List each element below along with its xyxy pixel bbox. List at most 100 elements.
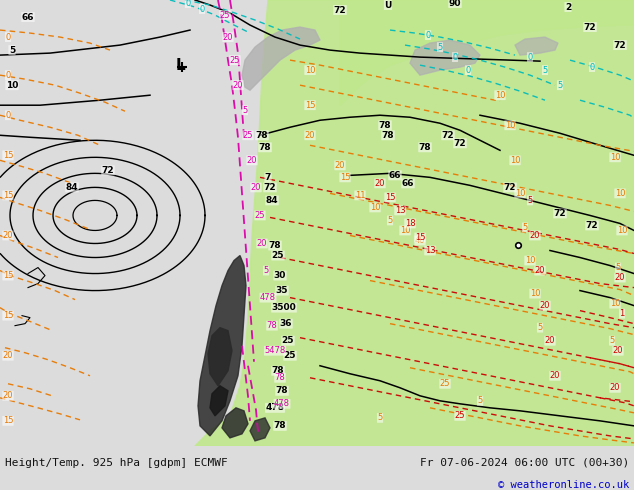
- Text: 78: 78: [267, 321, 278, 330]
- Text: 478: 478: [266, 403, 285, 412]
- Text: 72: 72: [333, 5, 346, 15]
- Text: 20: 20: [545, 336, 555, 345]
- Text: 0: 0: [5, 111, 11, 120]
- Text: 20: 20: [534, 266, 545, 275]
- Text: 15: 15: [3, 151, 13, 160]
- Polygon shape: [340, 0, 634, 105]
- Text: 20: 20: [375, 179, 385, 188]
- Text: 0: 0: [185, 0, 191, 7]
- Text: 25: 25: [230, 56, 240, 65]
- Text: Height/Temp. 925 hPa [gdpm] ECMWF: Height/Temp. 925 hPa [gdpm] ECMWF: [5, 458, 228, 467]
- Text: 66: 66: [402, 179, 414, 188]
- Text: 25: 25: [440, 379, 450, 388]
- Text: Fr 07-06-2024 06:00 UTC (00+30): Fr 07-06-2024 06:00 UTC (00+30): [420, 458, 629, 467]
- Text: 5: 5: [387, 216, 392, 225]
- Text: 15: 15: [385, 193, 395, 202]
- Text: 84: 84: [266, 196, 278, 205]
- Text: 15: 15: [3, 271, 13, 280]
- Text: 20: 20: [3, 351, 13, 360]
- Text: 0: 0: [527, 52, 533, 62]
- Text: 10: 10: [495, 91, 505, 99]
- Polygon shape: [515, 37, 558, 55]
- Text: 478: 478: [274, 399, 290, 408]
- Text: 0: 0: [5, 71, 11, 80]
- Text: 35: 35: [276, 286, 288, 295]
- Text: 78: 78: [378, 121, 391, 130]
- Text: 15: 15: [415, 233, 425, 242]
- Text: 20: 20: [233, 81, 243, 90]
- Text: 10: 10: [505, 121, 515, 130]
- Text: 40: 40: [415, 236, 425, 245]
- Text: 10: 10: [510, 156, 521, 165]
- Text: 20: 20: [223, 32, 233, 42]
- Text: 78: 78: [272, 366, 284, 375]
- Text: 10: 10: [515, 189, 525, 198]
- Text: © weatheronline.co.uk: © weatheronline.co.uk: [498, 480, 629, 490]
- Text: 13: 13: [425, 246, 436, 255]
- Text: 66: 66: [22, 13, 34, 22]
- Text: 78: 78: [269, 241, 281, 250]
- Text: 5: 5: [242, 106, 248, 115]
- Text: 7: 7: [265, 173, 271, 182]
- Text: 84: 84: [66, 183, 79, 192]
- Polygon shape: [222, 408, 248, 438]
- Text: 25: 25: [281, 336, 294, 345]
- Text: 15: 15: [3, 191, 13, 200]
- Text: 10: 10: [400, 226, 410, 235]
- Text: 2: 2: [565, 2, 571, 11]
- Text: 0: 0: [465, 66, 470, 74]
- Text: 72: 72: [614, 41, 626, 49]
- Text: 0: 0: [590, 63, 595, 72]
- Text: 25: 25: [243, 131, 253, 140]
- Text: 10: 10: [6, 81, 18, 90]
- Text: 66: 66: [389, 171, 401, 180]
- Text: 5: 5: [263, 266, 269, 275]
- Text: L: L: [175, 58, 185, 73]
- Text: 20: 20: [3, 392, 13, 400]
- Text: 5: 5: [9, 46, 15, 54]
- Polygon shape: [198, 255, 246, 436]
- Text: 20: 20: [257, 239, 268, 248]
- Text: 25: 25: [255, 211, 265, 220]
- Text: 0: 0: [453, 52, 458, 62]
- Text: 5: 5: [616, 263, 621, 272]
- Text: 20: 20: [550, 371, 560, 380]
- Text: 5478: 5478: [264, 346, 286, 355]
- Polygon shape: [210, 386, 228, 416]
- Polygon shape: [410, 40, 480, 75]
- Text: 36: 36: [280, 319, 292, 328]
- Text: U: U: [384, 0, 392, 9]
- Text: 5: 5: [527, 196, 533, 205]
- Text: 13: 13: [395, 206, 405, 215]
- Text: 20: 20: [251, 183, 261, 192]
- Text: 10: 10: [530, 289, 540, 298]
- Text: 20: 20: [612, 346, 623, 355]
- Text: 5: 5: [437, 43, 443, 51]
- Text: 10: 10: [615, 189, 625, 198]
- Text: 20: 20: [335, 161, 346, 170]
- Text: 20: 20: [3, 231, 13, 240]
- Text: 25: 25: [272, 251, 284, 260]
- Text: 72: 72: [584, 23, 597, 31]
- Text: 20: 20: [305, 131, 315, 140]
- Text: 10: 10: [305, 66, 315, 74]
- Text: 78: 78: [274, 421, 287, 430]
- Text: 72: 72: [264, 183, 276, 192]
- Text: 78: 78: [259, 143, 271, 152]
- Text: 5: 5: [609, 336, 614, 345]
- Text: 5: 5: [377, 414, 383, 422]
- Text: 5: 5: [542, 66, 548, 74]
- Text: 0: 0: [425, 30, 430, 40]
- Text: 72: 72: [442, 131, 455, 140]
- Text: 15: 15: [305, 101, 315, 110]
- Polygon shape: [195, 0, 634, 446]
- Text: 10: 10: [370, 203, 380, 212]
- Text: 15: 15: [340, 173, 350, 182]
- Text: 3500: 3500: [271, 303, 296, 312]
- Text: 5: 5: [538, 323, 543, 332]
- Polygon shape: [250, 418, 270, 441]
- Text: 72: 72: [101, 166, 114, 175]
- Text: 20: 20: [610, 383, 620, 392]
- Text: 78: 78: [382, 131, 394, 140]
- Text: 72: 72: [454, 139, 467, 148]
